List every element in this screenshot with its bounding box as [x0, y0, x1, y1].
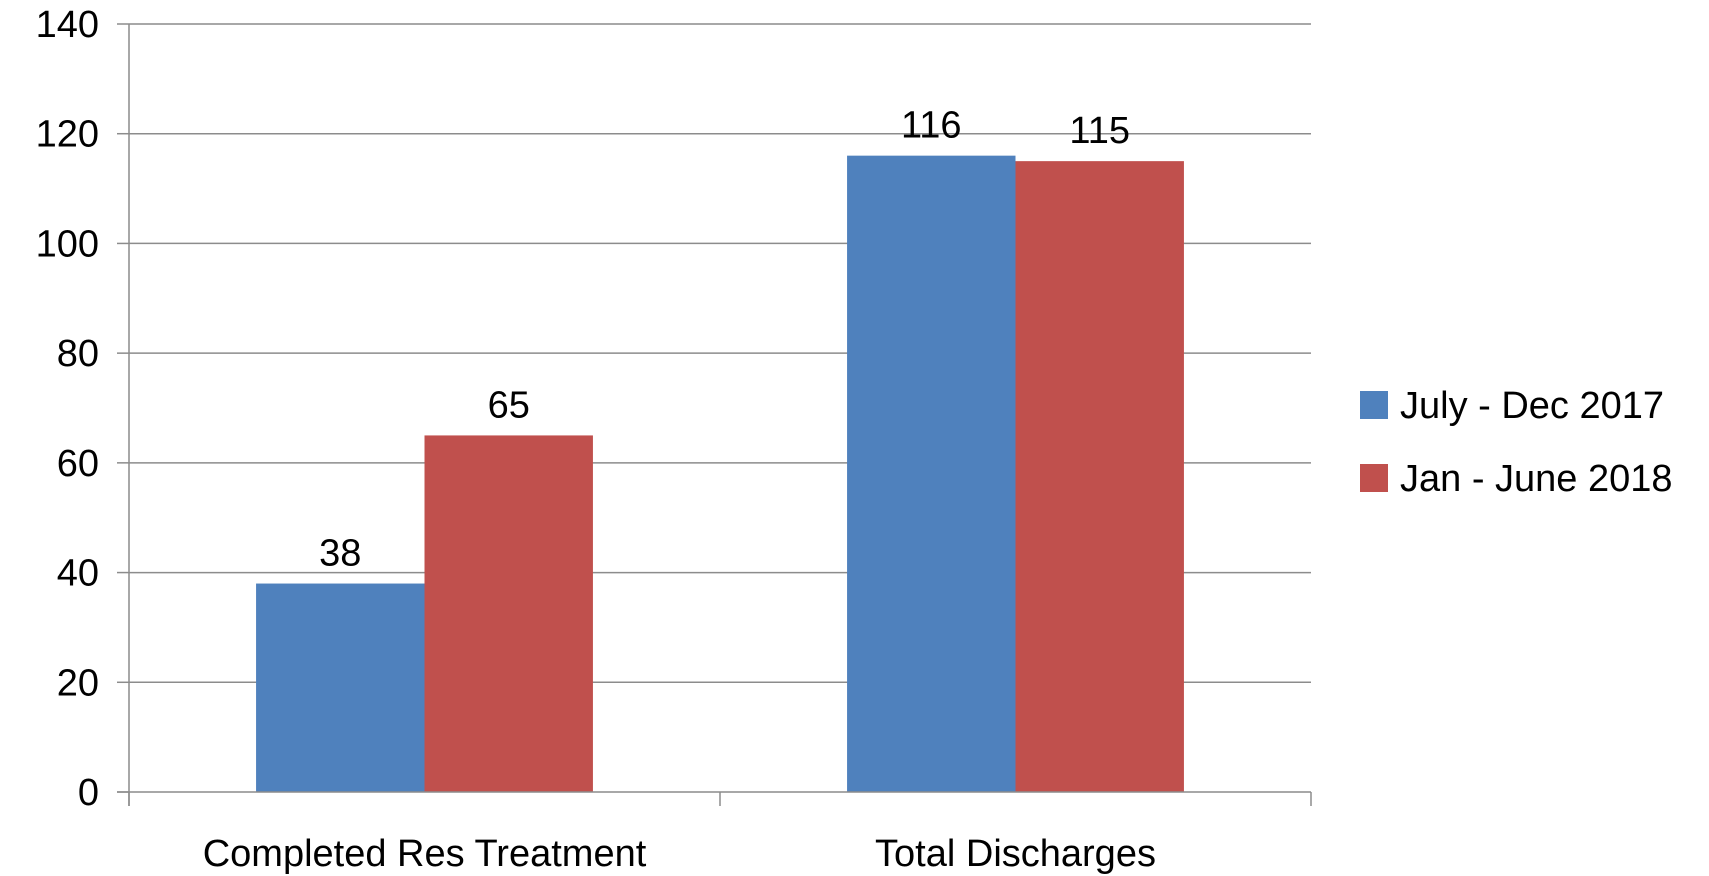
gridlines — [129, 23, 1311, 684]
legend: July - Dec 2017 Jan - June 2018 — [1360, 385, 1673, 500]
bar — [847, 155, 1016, 792]
data-label: 65 — [488, 384, 530, 426]
y-axis-ticks: 0 20 40 60 80 100 120 140 — [36, 4, 129, 814]
legend-swatch — [1360, 391, 1388, 419]
legend-swatch — [1360, 464, 1388, 492]
axes — [117, 24, 1312, 806]
category-label: Completed Res Treatment — [203, 833, 647, 875]
y-tick-label: 120 — [36, 114, 99, 156]
y-tick-label: 100 — [36, 223, 99, 265]
bar — [424, 435, 593, 792]
y-tick-label: 80 — [57, 333, 99, 375]
y-tick-label: 40 — [57, 553, 99, 595]
bar — [1015, 161, 1184, 793]
legend-label: Jan - June 2018 — [1400, 458, 1673, 500]
category-label: Total Discharges — [875, 833, 1156, 875]
bar — [256, 583, 425, 792]
data-labels: 38 65 116 115 — [319, 105, 1130, 575]
legend-label: July - Dec 2017 — [1400, 385, 1664, 427]
bars — [256, 155, 1184, 793]
y-tick-label: 140 — [36, 4, 99, 46]
data-label: 116 — [901, 105, 962, 147]
data-label: 38 — [319, 533, 361, 575]
y-tick-label: 60 — [57, 443, 99, 485]
category-labels: Completed Res Treatment Total Discharges — [203, 833, 1156, 875]
data-label: 115 — [1069, 110, 1130, 152]
y-tick-label: 0 — [78, 772, 99, 814]
y-tick-label: 20 — [57, 662, 99, 704]
